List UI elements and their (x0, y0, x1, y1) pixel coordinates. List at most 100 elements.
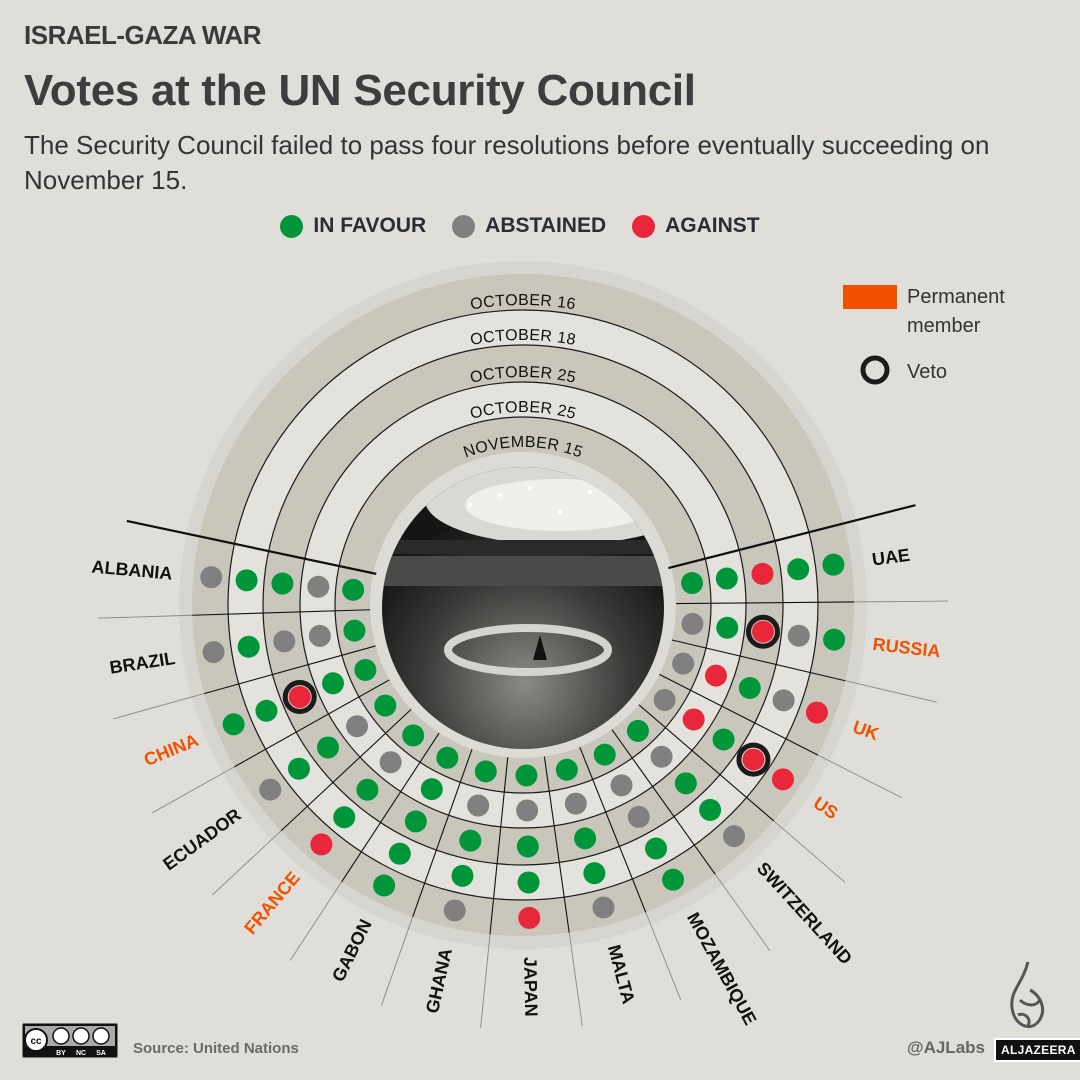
vote-dot-ghana-in-favour (459, 829, 482, 852)
handle: @AJLabs (907, 1038, 985, 1057)
separator-line (211, 830, 282, 896)
separator-line (289, 881, 343, 961)
vote-dot-ghana-abstained (443, 899, 466, 922)
vote-dot-brazil-in-favour (343, 619, 366, 642)
kicker: ISRAEL-GAZA WAR (24, 20, 262, 50)
brand-logo: ALJAZEERA (994, 1038, 1080, 1062)
vote-dot-mozambique-abstained (627, 805, 650, 828)
boundary-line (126, 519, 377, 575)
separator-line (568, 932, 583, 1026)
vote-dot-mozambique-in-favour (662, 868, 685, 891)
vote-dot-russia-abstained (681, 612, 704, 635)
vote-dot-ecuador-abstained (259, 778, 282, 801)
vote-dot-albania-in-favour (271, 572, 294, 595)
vote-dot-brazil-abstained (202, 641, 225, 664)
ring-date-text: OCTOBER 25 (469, 364, 577, 387)
separator-line (579, 746, 647, 913)
vote-dot-japan-in-favour (517, 871, 540, 894)
vote-dots (200, 553, 846, 929)
separator-line (638, 704, 775, 822)
vote-dot-china-in-favour (354, 658, 377, 681)
ring-date-text: OCTOBER 16 (469, 292, 576, 313)
country-label-france: FRANCE (240, 868, 304, 938)
vote-dot-us-against (682, 708, 705, 731)
legend-label: ABSTAINED (485, 214, 607, 237)
separator-line (113, 693, 205, 720)
separator-line (234, 679, 390, 768)
country-label-ghana: GHANA (422, 946, 456, 1015)
subtitle: The Security Council failed to pass four… (24, 130, 990, 195)
vote-dot-japan-in-favour (516, 835, 539, 858)
vote-dot-france-against (310, 833, 333, 856)
vote-dot-ghana-abstained (467, 794, 490, 817)
ring-date-text: OCTOBER 18 (469, 327, 577, 349)
vote-dot-russia-in-favour (823, 628, 846, 651)
vote-dot-ecuador-in-favour (374, 694, 397, 717)
separator-line (412, 749, 473, 918)
ring-date-label: OCTOBER 16 (469, 292, 577, 313)
green-dot-icon (280, 214, 304, 238)
creative-commons-badge: cc BY NC SA (22, 1023, 118, 1058)
legend-label: IN FAVOUR (313, 214, 427, 237)
vote-dot-uae-against (751, 562, 774, 585)
vote-dot-gabon-in-favour (436, 746, 459, 769)
vote-dot-russia-in-favour (716, 616, 739, 639)
vote-dot-switzerland-abstained (650, 745, 673, 768)
separator-line (659, 673, 819, 756)
country-label-russia: RUSSIA (872, 634, 942, 661)
vote-dot-us-abstained (653, 688, 676, 711)
country-label-uk: UK (850, 717, 881, 745)
boundary-line (668, 504, 916, 570)
license-sa: SA (96, 1050, 106, 1057)
vote-dot-gabon-in-favour (373, 874, 396, 897)
separator-line (98, 614, 193, 619)
legend-label: AGAINST (665, 214, 760, 237)
vote-dot-brazil-abstained (273, 630, 296, 653)
vote-dot-mozambique-in-favour (645, 837, 668, 860)
legend-abstained: ABSTAINED (452, 214, 606, 238)
vote-dot-albania-abstained (200, 566, 223, 589)
page-title: Votes at the UN Security Council (24, 66, 696, 115)
separator-line (845, 680, 937, 703)
legend-label: member (907, 315, 981, 337)
vote-dot-uk-against (704, 664, 727, 687)
ring-date-label: OCTOBER 25 (469, 364, 578, 387)
vote-dot-japan-against (518, 906, 541, 929)
legend-label: Permanent (907, 286, 1005, 308)
vote-dot-ghana-in-favour (451, 864, 474, 887)
vote-dot-brazil-in-favour (237, 635, 260, 658)
country-label-ecuador: ECUADOR (159, 805, 244, 875)
vote-dot-malta-in-favour (583, 862, 606, 885)
separator-line (611, 729, 716, 875)
vote-dot-japan-abstained (516, 799, 539, 822)
separator-line (671, 639, 846, 682)
legend-against: AGAINST (632, 214, 760, 238)
separator-line (203, 645, 376, 695)
vote-dot-switzerland-abstained (723, 825, 746, 848)
vote-dot-switzerland-in-favour (699, 798, 722, 821)
vote-dot-china-in-favour (222, 713, 245, 736)
vote-dot-gabon-in-favour (388, 842, 411, 865)
vote-dot-russia-abstained (787, 624, 810, 647)
ring-date-text: OCTOBER 25 (468, 399, 577, 423)
separator-line (380, 916, 414, 1006)
separator-line (192, 609, 371, 616)
vote-dot-uk-abstained (772, 689, 795, 712)
vote-dot-france-in-favour (356, 778, 379, 801)
vote-dot-malta-abstained (564, 792, 587, 815)
country-label-japan: JAPAN (520, 957, 541, 1017)
ring-date-label: OCTOBER 18 (469, 327, 577, 349)
vote-dot-albania-in-favour (235, 569, 258, 592)
vote-dot-ecuador-in-favour (316, 736, 339, 759)
vote-dot-brazil-abstained (308, 624, 331, 647)
vote-dot-uk-in-favour (738, 676, 761, 699)
vote-dot-ecuador-abstained (346, 715, 369, 738)
separator-line (675, 601, 854, 605)
separator-line (480, 934, 491, 1028)
vote-dot-france-abstained (379, 751, 402, 774)
vote-dot-switzerland-in-favour (626, 719, 649, 742)
security-council-photo (382, 467, 664, 749)
vote-dot-us-against (742, 748, 765, 771)
vote-dot-switzerland-in-favour (674, 772, 697, 795)
